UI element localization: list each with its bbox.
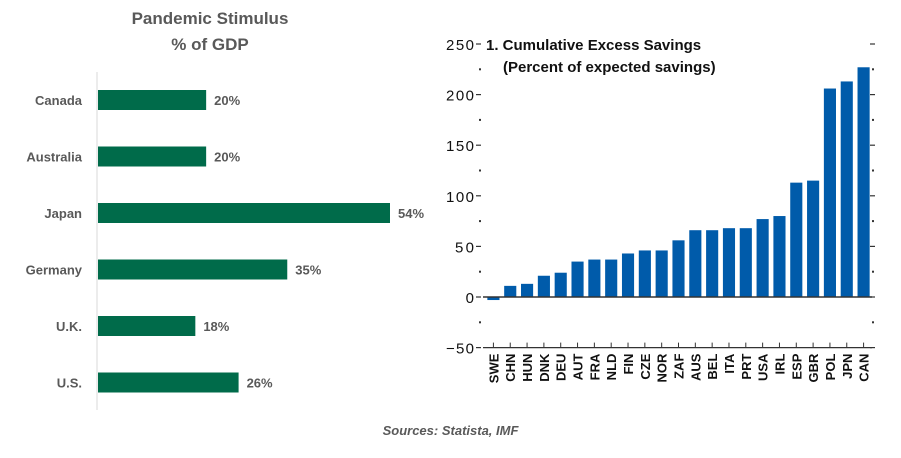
bar [554,272,567,297]
y-minor-tick-right [872,220,874,223]
y-minor-tick [479,270,481,273]
data-label: 20% [214,150,240,165]
bar [621,253,635,297]
x-tick-label: ESP [789,353,804,379]
x-tick-label: JPN [840,354,855,379]
category-label: U.K. [56,319,82,334]
bar [840,81,853,297]
bar [638,250,651,297]
bar [605,259,618,297]
data-label: 35% [295,263,321,278]
bar [98,259,288,280]
x-tick-label: AUS [688,353,703,381]
category-label: U.S. [57,376,82,391]
y-minor-tick [479,68,481,71]
bar [571,261,584,297]
y-minor-tick [479,220,481,223]
y-minor-tick-right [872,169,874,172]
category-label: Canada [35,93,83,108]
x-tick-label: FIN [621,354,636,375]
x-tick-label: SWE [486,353,501,383]
bar [857,67,870,297]
x-tick-label: BEL [705,354,720,380]
chart-subtitle: (Percent of expected savings) [503,59,716,76]
bar [98,146,207,167]
data-label: 26% [247,376,273,391]
bar [588,259,601,297]
x-tick-label: CZE [638,353,653,379]
source-note: Sources: Statista, IMF [382,423,519,438]
bar [537,275,550,297]
bar [655,250,668,297]
bar [521,283,534,297]
y-tick-label: 0 [466,290,474,307]
y-tick-label: 200 [446,88,474,105]
bar [504,285,517,297]
x-tick-label: USA [756,353,771,381]
chart-subtitle: % of GDP [171,35,249,54]
bar [790,182,803,297]
bar [689,230,702,297]
x-tick-label: FRA [587,353,602,380]
stimulus-chart: Pandemic Stimulus % of GDP Canada 20% Aust… [0,0,440,420]
x-tick-label: NLD [604,354,619,381]
data-label: 54% [398,206,424,221]
chart-title: 1. Cumulative Excess Savings [486,37,701,54]
y-tick-label: −50 [446,341,474,358]
chart-title: Pandemic Stimulus [131,9,289,28]
bar [722,228,736,297]
x-tick-label: GBR [806,353,821,383]
category-label: Australia [26,150,82,165]
y-tick-label: 100 [446,189,474,206]
bar [823,88,836,297]
x-tick-label: POL [823,354,838,381]
stimulus-bar-plot: Canada 20% Australia 20% Japan 54% Germany 35% U… [26,72,424,410]
y-minor-tick-right [872,68,874,71]
x-tick-label: DEU [554,354,569,381]
data-label: 18% [203,319,229,334]
stimulus-chart-title: Pandemic Stimulus % of GDP [0,6,420,58]
x-tick-label: NOR [655,353,670,383]
bar [98,90,207,110]
data-label: 20% [214,93,240,108]
bar [487,297,500,301]
y-minor-tick-right [872,321,874,324]
y-minor-tick [479,118,481,121]
x-tick-label: DNK [537,353,552,382]
excess-savings-bar-plot: 1. Cumulative Excess Savings (Percent of… [446,37,875,383]
y-minor-tick-right [872,270,874,273]
y-minor-tick-right [872,118,874,121]
y-tick-label: 150 [446,138,474,155]
x-tick-label: CAN [857,354,872,382]
y-minor-tick [479,321,481,324]
x-tick-label: CHN [503,354,518,382]
y-tick-label: 250 [446,37,474,54]
y-minor-tick [479,169,481,172]
bar [672,240,685,297]
x-tick-label: ITA [722,353,737,374]
excess-savings-chart: 1. Cumulative Excess Savings (Percent of… [440,20,901,410]
bar [706,230,719,297]
x-tick-label: HUN [520,354,535,382]
bar [773,216,786,297]
bar [756,219,769,297]
bar [739,228,752,297]
x-tick-label: PRT [739,354,754,380]
x-tick-label: ZAF [672,354,687,379]
category-label: Germany [26,263,83,278]
bar [98,316,196,336]
x-tick-label: IRL [772,354,787,375]
bar [807,180,820,297]
bar [98,203,390,223]
category-label: Japan [44,206,82,221]
x-tick-label: AUT [571,354,586,381]
bar [98,372,239,393]
y-tick-label: 50 [455,239,474,256]
